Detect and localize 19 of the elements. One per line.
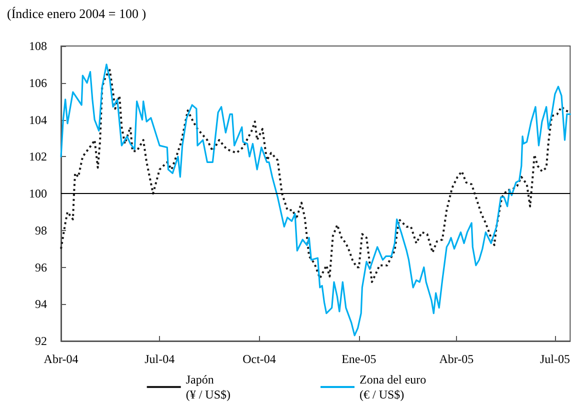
line-series bbox=[60, 64, 571, 336]
x-tick-label: Jul-04 bbox=[144, 352, 175, 366]
y-tick-label: 108 bbox=[29, 39, 47, 53]
legend-label: Japón (¥ / US$) bbox=[186, 372, 231, 402]
x-tick-label: Abr-04 bbox=[44, 352, 78, 366]
chart-title: (Índice enero 2004 = 100 ) bbox=[7, 6, 146, 21]
y-tick-label: 94 bbox=[35, 297, 47, 312]
y-tick-label: 104 bbox=[29, 112, 47, 127]
y-tick-label: 92 bbox=[35, 334, 47, 348]
y-tick-label: 96 bbox=[35, 260, 47, 274]
y-tick-label: 100 bbox=[29, 186, 47, 200]
y-tick-label: 102 bbox=[29, 150, 47, 164]
x-tick-label: Ene-05 bbox=[342, 352, 376, 366]
x-tick-label: Abr-05 bbox=[439, 352, 474, 366]
y-tick-label: 98 bbox=[35, 223, 47, 238]
legend-label: Zona del euro (€ / US$) bbox=[360, 372, 426, 402]
x-tick-label: Oct-04 bbox=[242, 352, 276, 366]
x-tick-label: Jul-05 bbox=[540, 352, 570, 366]
y-tick-label: 106 bbox=[29, 76, 47, 90]
